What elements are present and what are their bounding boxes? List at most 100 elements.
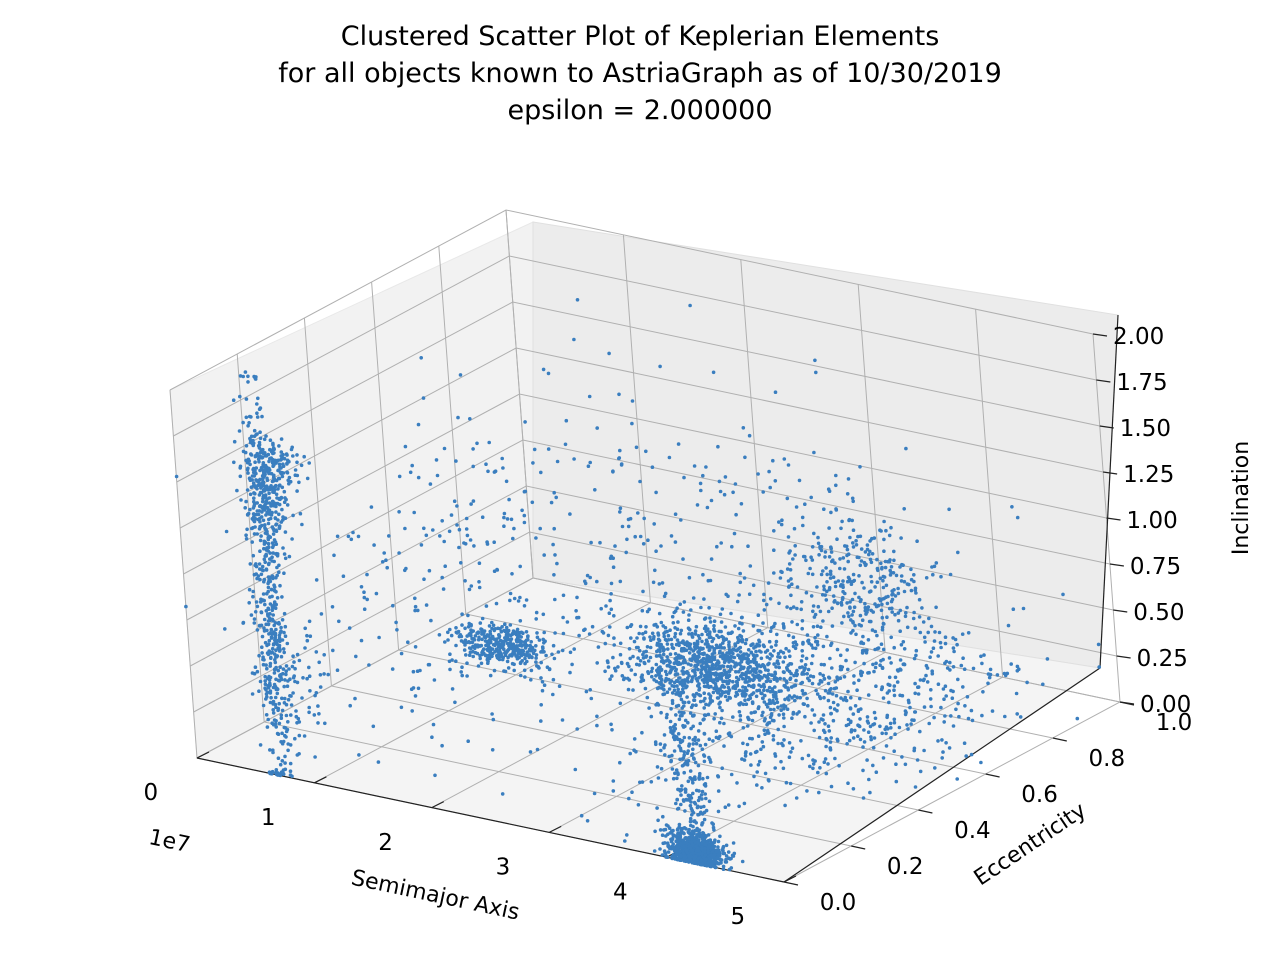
scatter-point xyxy=(767,639,772,644)
scatter-point xyxy=(608,677,612,681)
scatter-point xyxy=(969,708,974,713)
scatter-point xyxy=(649,780,654,784)
scatter-point xyxy=(464,653,468,657)
scatter-point xyxy=(867,552,871,557)
scatter-point xyxy=(319,612,324,616)
scatter-point xyxy=(792,673,796,678)
scatter-point xyxy=(718,654,723,659)
scatter-point xyxy=(747,679,752,683)
scatter-point xyxy=(850,597,855,602)
scatter-point xyxy=(923,640,927,644)
scatter-point xyxy=(703,863,707,868)
scatter-point xyxy=(397,510,401,514)
scatter-point xyxy=(275,642,279,646)
scatter-point xyxy=(255,628,260,632)
scatter-point xyxy=(270,545,275,550)
scatter-point xyxy=(282,701,287,705)
scatter-point xyxy=(273,621,278,625)
scatter-point xyxy=(857,574,861,578)
scatter-point xyxy=(255,604,260,609)
scatter-point xyxy=(555,459,560,464)
scatter-point xyxy=(858,717,862,721)
scatter-point xyxy=(484,462,488,467)
scatter-point xyxy=(257,407,262,412)
scatter-point xyxy=(907,582,911,587)
scatter-point xyxy=(851,712,856,716)
scatter-point xyxy=(668,719,673,724)
scatter-point xyxy=(880,625,885,630)
scatter-point xyxy=(613,544,617,548)
scatter-point xyxy=(722,744,726,748)
scatter-point xyxy=(899,574,904,578)
scatter-point xyxy=(282,684,287,689)
scatter-point xyxy=(523,661,527,666)
scatter-point xyxy=(652,522,656,526)
scatter-point xyxy=(249,613,254,617)
scatter-point xyxy=(1010,505,1014,509)
scatter-point xyxy=(539,703,543,707)
scatter-point xyxy=(255,396,260,401)
scatter-point xyxy=(399,705,404,710)
scatter-point xyxy=(735,599,740,604)
scatter-point xyxy=(772,649,776,653)
scatter-point xyxy=(722,646,726,650)
scatter-point xyxy=(822,695,826,700)
scatter-point xyxy=(524,630,529,634)
scatter-point xyxy=(889,661,893,665)
scatter-point xyxy=(490,748,495,752)
scatter-point xyxy=(708,616,712,620)
scatter-point xyxy=(756,734,761,738)
scatter-point xyxy=(519,660,523,665)
scatter-point xyxy=(251,512,256,516)
scatter-point xyxy=(700,639,704,644)
scatter-point xyxy=(787,755,792,759)
scatter-point xyxy=(889,570,893,575)
scatter-point xyxy=(835,537,839,541)
scatter-point xyxy=(284,452,289,456)
scatter-point xyxy=(743,641,748,646)
scatter-point xyxy=(793,544,797,548)
z-tick-label: 1.75 xyxy=(1116,370,1167,396)
scatter-point xyxy=(603,641,608,646)
scatter-point xyxy=(252,532,257,536)
scatter-point xyxy=(717,651,722,655)
scatter-point xyxy=(268,700,273,705)
scatter-point xyxy=(856,734,860,738)
scatter-point xyxy=(879,659,883,663)
scatter-point xyxy=(770,673,774,677)
scatter-point xyxy=(691,781,695,785)
scatter-point xyxy=(258,577,262,582)
scatter-point xyxy=(881,756,886,760)
scatter-point xyxy=(675,684,679,688)
scatter-point xyxy=(756,613,761,617)
scatter-point xyxy=(416,475,421,480)
scatter-point xyxy=(899,643,904,647)
scatter-point xyxy=(783,803,787,808)
scatter-point xyxy=(255,415,260,419)
scatter-point xyxy=(920,606,924,610)
y-axis-label: Eccentricity xyxy=(970,798,1091,891)
scatter-point xyxy=(955,777,959,781)
scatter-point xyxy=(467,587,472,592)
scatter-point xyxy=(262,577,267,582)
scatter-point xyxy=(577,633,581,638)
scatter-point xyxy=(670,642,674,647)
scatter-point xyxy=(871,745,876,750)
scatter-point xyxy=(1003,714,1007,719)
scatter-point xyxy=(761,663,765,667)
scatter-point xyxy=(295,473,300,478)
scatter-point xyxy=(703,849,707,854)
scatter-point xyxy=(648,655,653,660)
scatter-point xyxy=(294,709,298,713)
scatter-point xyxy=(803,714,807,719)
scatter-point xyxy=(672,610,676,615)
scatter-point xyxy=(248,562,253,566)
scatter-point xyxy=(609,592,613,596)
scatter-point xyxy=(898,629,902,633)
scatter-point xyxy=(687,830,691,835)
scatter-point xyxy=(274,510,278,514)
scatter-point xyxy=(282,650,287,655)
scatter-point xyxy=(628,624,633,628)
scatter-point xyxy=(529,678,533,682)
scatter-point xyxy=(476,630,481,634)
